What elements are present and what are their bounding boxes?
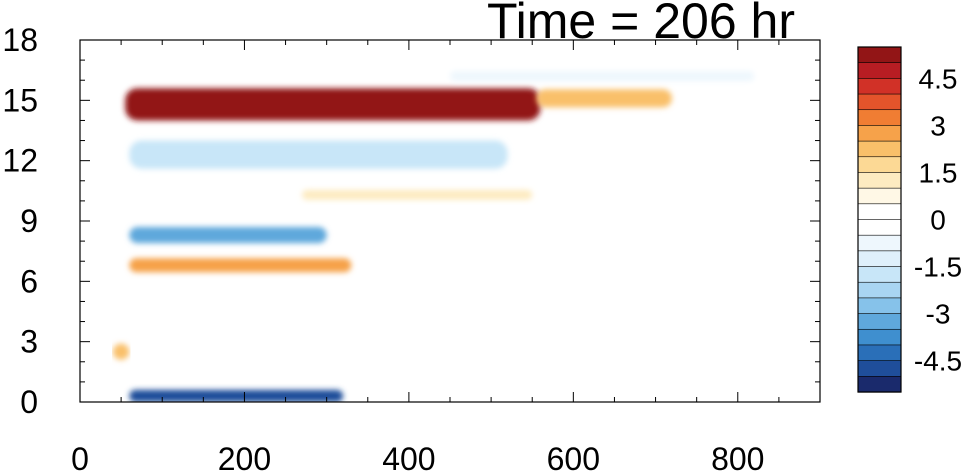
colorbar-cell	[857, 376, 902, 393]
colorbar-cell	[857, 140, 902, 158]
contour-band-5	[302, 189, 533, 200]
colorbar-cell	[857, 172, 902, 189]
colorbar-cell	[857, 156, 902, 174]
colorbar-label: -1.5	[914, 252, 962, 283]
colorbar-cell	[857, 250, 902, 268]
x-tick-label: 800	[711, 441, 764, 473]
colorbar-cell	[857, 234, 902, 252]
colorbar-label: -4.5	[914, 346, 962, 377]
contour-band-0	[125, 88, 541, 121]
y-tick-label: 0	[20, 384, 38, 420]
colorbar-cell	[857, 328, 902, 346]
colorbar-cell	[857, 219, 902, 236]
colorbar-frame	[857, 46, 902, 393]
y-tick-label: 18	[2, 22, 38, 58]
colorbar-cell	[857, 281, 902, 299]
contour-band-7	[112, 343, 130, 360]
colorbar-cell	[857, 344, 902, 362]
colorbar-cell	[857, 78, 902, 95]
contour-band-6	[129, 389, 344, 402]
x-tick-label: 0	[71, 441, 89, 473]
colorbar-label: 1.5	[919, 157, 958, 188]
contour-band-8	[450, 71, 755, 82]
y-tick-label: 9	[20, 203, 38, 239]
colorbar-label: 3	[930, 110, 946, 141]
colorbar-cell	[857, 109, 902, 127]
colorbar-cell	[857, 297, 902, 315]
colorbar-cell	[857, 203, 902, 221]
colorbar-cell	[857, 125, 902, 142]
y-tick-label: 15	[2, 82, 38, 118]
y-axis: 0 3 6 9 12 15 18	[2, 22, 820, 420]
x-tick-label: 200	[218, 441, 271, 473]
x-axis: 0 200 400 600 800	[71, 40, 821, 473]
colorbar-cell	[857, 93, 902, 111]
y-tick-label: 12	[2, 143, 38, 179]
colorbar-label: -3	[926, 299, 951, 330]
y-tick-label: 3	[20, 324, 38, 360]
colorbar-cell	[857, 187, 902, 205]
y-tick-label: 6	[20, 263, 38, 299]
colorbar-label: 0	[930, 205, 946, 236]
contour-band-4	[129, 258, 352, 273]
contour-features	[112, 71, 755, 402]
x-tick-label: 400	[382, 441, 435, 473]
colorbar-cell	[857, 360, 902, 377]
contour-band-1	[536, 89, 672, 108]
colorbar-label: 4.5	[919, 63, 958, 94]
colorbar-cell	[857, 266, 902, 283]
plot-area	[79, 39, 821, 403]
colorbar-cell	[857, 62, 902, 79]
colorbar-cell	[857, 46, 902, 64]
contour-band-3	[129, 227, 327, 244]
x-tick-label: 600	[547, 441, 600, 473]
contour-band-2	[129, 140, 508, 169]
colorbar: 4.5 3 1.5 0 -1.5 -3 -4.5	[857, 46, 962, 393]
chart-title: Time = 206 hr	[487, 0, 795, 49]
colorbar-cell	[857, 313, 902, 330]
